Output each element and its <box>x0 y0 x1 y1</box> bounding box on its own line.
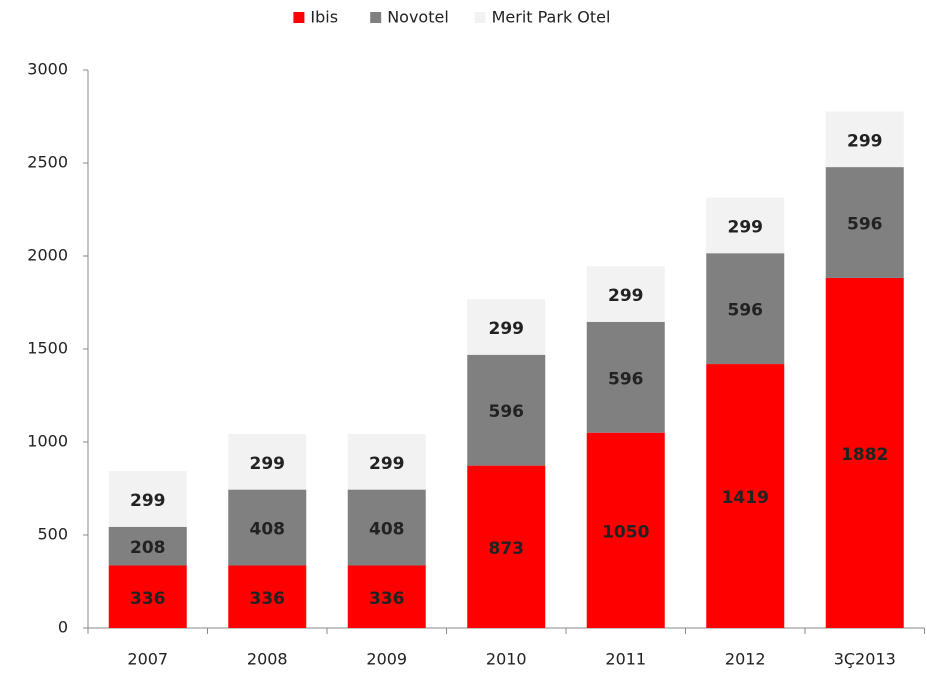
value-label: 873 <box>489 539 525 559</box>
value-label: 336 <box>130 589 166 609</box>
y-tick-label: 0 <box>58 618 68 637</box>
x-tick-label: 3Ç2013 <box>834 650 896 669</box>
value-label: 408 <box>250 520 286 540</box>
bar-segment <box>228 565 307 628</box>
x-tick-label: 2012 <box>725 650 766 669</box>
x-tick-label: 2007 <box>127 650 168 669</box>
value-label: 596 <box>489 402 525 422</box>
bar-segment <box>467 465 546 628</box>
legend-swatch <box>370 12 382 23</box>
bar-segment <box>347 565 426 628</box>
legend-label: Merit Park Otel <box>492 8 611 27</box>
bar-segment <box>108 565 187 628</box>
value-label: 299 <box>728 217 764 237</box>
value-label: 1050 <box>602 522 649 542</box>
bar-segment <box>108 471 187 527</box>
bar-segment <box>706 364 785 628</box>
value-label: 299 <box>250 454 286 474</box>
legend-label: Novotel <box>387 8 449 27</box>
bar-segment <box>825 167 904 278</box>
bar-segment <box>706 197 785 254</box>
bar-segment <box>586 321 665 433</box>
value-label: 336 <box>250 589 286 609</box>
value-label: 596 <box>728 301 764 321</box>
bar-segment <box>706 253 785 365</box>
legend-swatch <box>474 12 486 23</box>
value-label: 299 <box>608 286 644 306</box>
x-tick-label: 2011 <box>605 650 646 669</box>
legend-label: Ibis <box>310 8 338 27</box>
x-tick-label: 2008 <box>247 650 288 669</box>
bar-segment <box>467 299 546 355</box>
y-tick-label: 1000 <box>27 432 68 451</box>
value-label: 596 <box>608 369 644 389</box>
bar-segment <box>228 434 307 490</box>
value-label: 1882 <box>841 445 888 465</box>
value-label: 336 <box>369 589 405 609</box>
y-tick-label: 2500 <box>27 153 68 172</box>
bar-segment <box>586 432 665 628</box>
bar-segment <box>347 489 426 566</box>
value-label: 299 <box>130 491 166 511</box>
bar-segment <box>825 111 904 168</box>
bar-segment <box>108 526 187 566</box>
value-label: 1419 <box>722 488 769 508</box>
legend-swatch <box>293 12 305 23</box>
value-label: 299 <box>369 454 405 474</box>
y-tick-label: 1500 <box>27 339 68 358</box>
y-tick-label: 500 <box>37 525 68 544</box>
value-label: 208 <box>130 538 166 558</box>
value-label: 408 <box>369 520 405 540</box>
value-label: 299 <box>489 319 525 339</box>
y-tick-label: 2000 <box>27 246 68 265</box>
value-label: 299 <box>847 131 883 151</box>
value-label: 596 <box>847 215 883 235</box>
bar-segment <box>825 277 904 628</box>
bar-segment <box>467 354 546 466</box>
y-tick-label: 3000 <box>27 60 68 79</box>
x-tick-label: 2010 <box>486 650 527 669</box>
bar-segment <box>228 489 307 566</box>
bar-segment <box>586 266 665 322</box>
x-tick-label: 2009 <box>366 650 407 669</box>
bar-segment <box>347 434 426 490</box>
